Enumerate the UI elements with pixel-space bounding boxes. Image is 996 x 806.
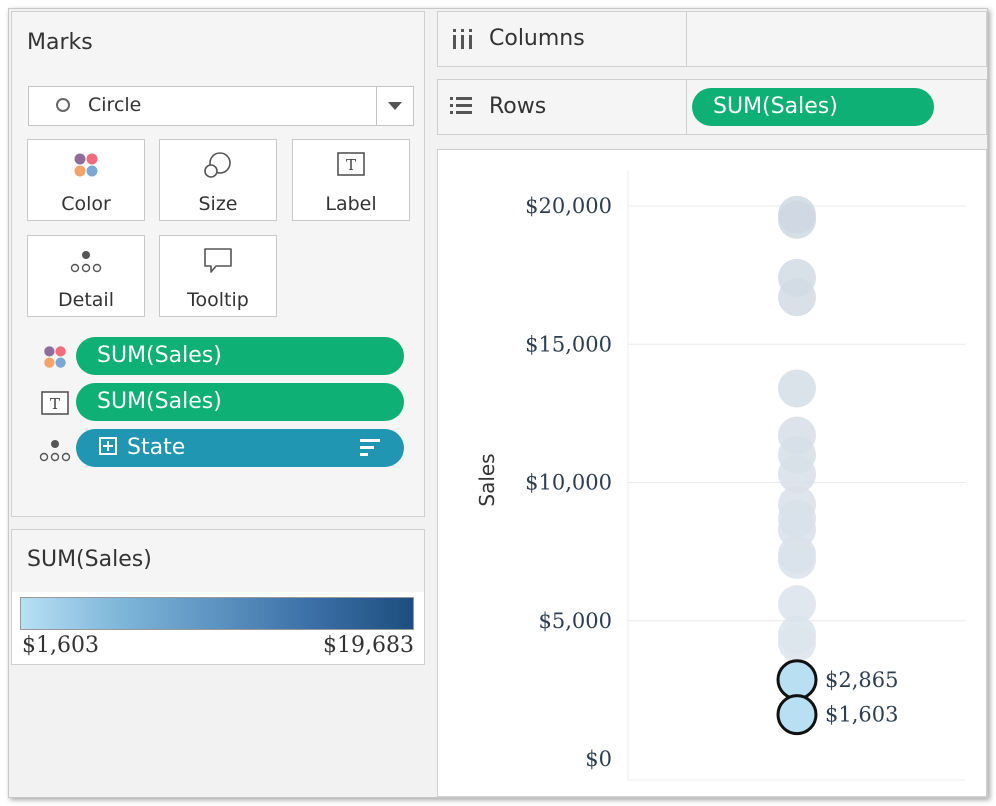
columns-label: Columns [489, 26, 585, 51]
data-point[interactable] [778, 540, 816, 579]
mark-type-dropdown[interactable]: Circle [28, 86, 414, 126]
svg-text:T: T [50, 395, 60, 413]
label-field-pill[interactable]: SUM(Sales) [76, 383, 404, 421]
tooltip-icon [160, 246, 276, 278]
legend-title: SUM(Sales) [27, 547, 152, 572]
columns-shelf[interactable]: Columns [437, 11, 987, 67]
color-icon [28, 150, 144, 182]
view-area: $0 $5,000 $10,000 $15,000 $20,000 Sales $2,865… [437, 149, 987, 797]
rows-icon [450, 97, 472, 119]
color-card-button[interactable]: Color [27, 139, 145, 221]
detail-card-label: Detail [58, 289, 114, 311]
detail-card-button[interactable]: Detail [27, 235, 145, 317]
legend-min-label: $1,603 [22, 633, 99, 658]
shelf-divider [686, 80, 687, 134]
chevron-down-icon[interactable] [388, 102, 402, 110]
columns-icon [452, 29, 474, 53]
expand-icon[interactable] [99, 437, 117, 455]
label-card-label: Label [325, 193, 377, 215]
marks-title: Marks [27, 30, 93, 55]
color-card-label: Color [61, 193, 111, 215]
size-card-label: Size [198, 193, 238, 215]
y-tick-label: $5,000 [539, 609, 612, 633]
label-encoding-icon: T [40, 389, 70, 421]
y-tick-label: $0 [585, 747, 612, 771]
data-point[interactable] [778, 278, 816, 317]
legend-max-label: $19,683 [323, 633, 414, 658]
y-tick-label: $20,000 [525, 194, 612, 218]
data-point[interactable] [778, 200, 816, 239]
size-icon [160, 150, 276, 182]
color-field-pill[interactable]: SUM(Sales) [76, 337, 404, 375]
marks-card: Marks Circle Color Si [11, 11, 425, 517]
y-tick-label: $15,000 [525, 332, 612, 356]
detail-field-pill[interactable]: State [76, 429, 404, 467]
circle-mark-icon [56, 98, 70, 112]
mark-type-value: Circle [88, 94, 142, 116]
y-axis-title: Sales [475, 453, 499, 506]
color-legend: SUM(Sales) $1,603 $19,683 [11, 529, 425, 665]
selected-data-point[interactable] [776, 694, 818, 736]
rows-field-pill[interactable]: SUM(Sales) [692, 88, 934, 126]
size-card-button[interactable]: Size [159, 139, 277, 221]
data-point[interactable] [778, 455, 816, 494]
legend-header-bg [12, 530, 424, 592]
shelf-divider [686, 12, 687, 66]
detail-field-label: State [127, 435, 186, 460]
sales-scatter-chart: $0 $5,000 $10,000 $15,000 $20,000 Sales $2,865… [475, 170, 966, 781]
data-point[interactable] [778, 585, 816, 624]
rows-label: Rows [489, 94, 547, 119]
legend-gradient [20, 597, 414, 630]
tooltip-card-label: Tooltip [187, 289, 249, 311]
sort-icon[interactable] [360, 439, 380, 457]
y-tick-label: $10,000 [525, 471, 612, 495]
data-point[interactable] [778, 623, 816, 662]
rows-shelf[interactable]: Rows SUM(Sales) [437, 79, 987, 135]
tooltip-card-button[interactable]: Tooltip [159, 235, 277, 317]
label-icon: T [293, 150, 409, 182]
tableau-window: Marks Circle Color Si [8, 8, 988, 798]
data-label: $1,603 [825, 703, 898, 727]
detail-encoding-icon [37, 435, 73, 469]
data-point[interactable] [778, 369, 816, 408]
detail-icon [28, 246, 144, 278]
selected-data-point[interactable] [776, 659, 818, 701]
data-label: $2,865 [825, 668, 898, 692]
dropdown-divider [376, 87, 377, 125]
color-encoding-icon [41, 343, 69, 375]
svg-text:T: T [346, 156, 356, 174]
label-card-button[interactable]: T Label [292, 139, 410, 221]
